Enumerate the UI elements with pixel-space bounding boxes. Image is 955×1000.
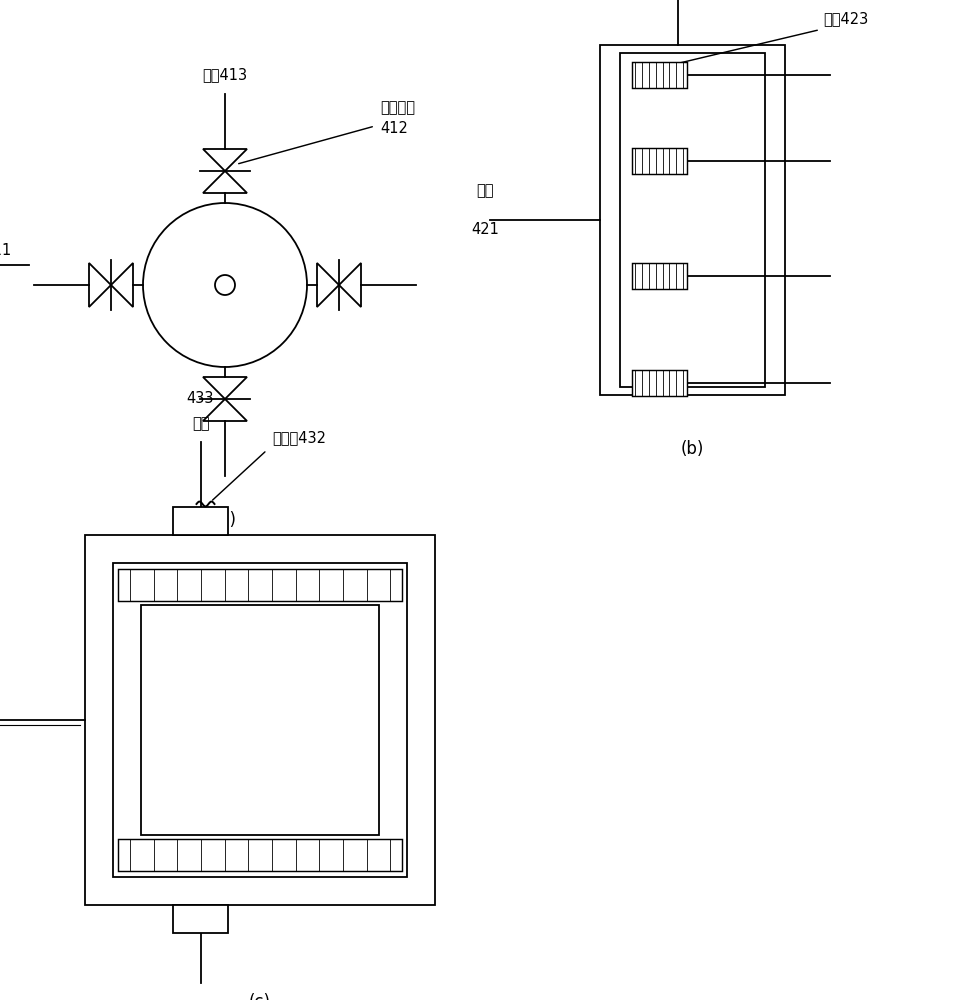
Text: 共口411: 共口411 (0, 242, 11, 257)
Text: 出口: 出口 (192, 416, 209, 431)
Bar (173, 507, 228, 535)
Bar (113, 563, 407, 877)
Text: (c): (c) (249, 993, 271, 1000)
Text: 421: 421 (471, 222, 499, 237)
Bar (173, 905, 228, 933)
Bar (600, 45, 785, 395)
Bar (85, 535, 435, 905)
Bar (118, 839, 402, 871)
Bar (620, 53, 765, 387)
Text: 出口413: 出口413 (202, 67, 247, 82)
Text: (a): (a) (214, 511, 237, 529)
Text: 出口423: 出口423 (823, 12, 868, 27)
Text: (b): (b) (681, 440, 704, 458)
Text: 微孔膜432: 微孔膜432 (272, 430, 326, 445)
Text: 流量阀门: 流量阀门 (380, 101, 415, 115)
Bar (631, 370, 687, 396)
Bar (118, 569, 402, 601)
Bar (631, 263, 687, 289)
Text: 433: 433 (187, 391, 214, 406)
Bar (141, 605, 379, 835)
Text: 412: 412 (380, 121, 408, 136)
Bar (631, 148, 687, 174)
Bar (631, 62, 687, 88)
Text: 共口: 共口 (477, 183, 494, 198)
